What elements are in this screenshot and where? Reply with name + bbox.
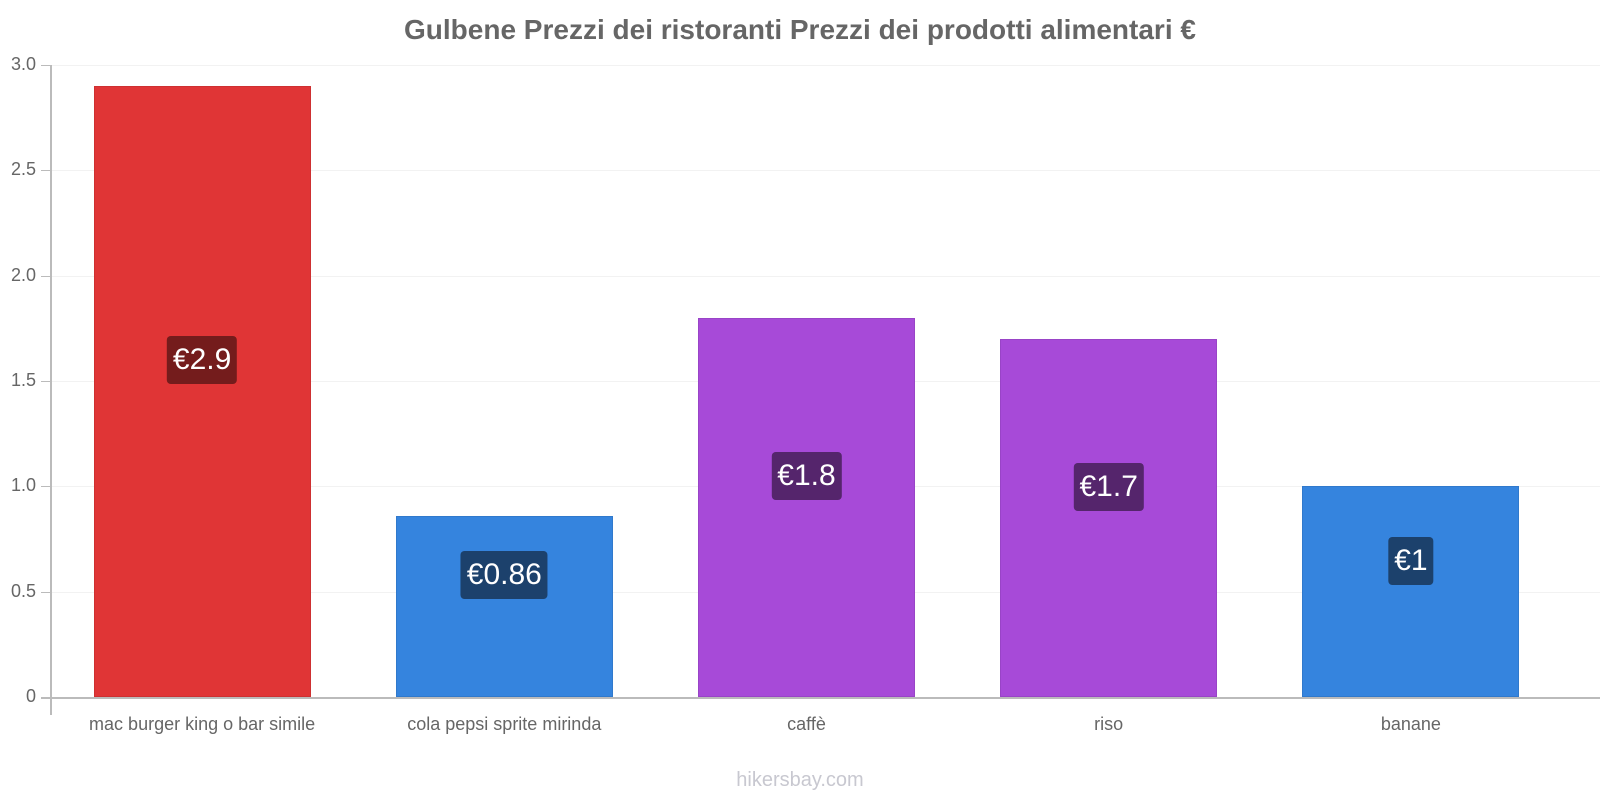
bar-5[interactable] bbox=[1302, 486, 1520, 697]
bar-1[interactable] bbox=[93, 86, 311, 697]
gridline bbox=[51, 276, 1600, 277]
y-axis bbox=[50, 65, 52, 715]
y-tick-mark bbox=[41, 170, 51, 171]
bar-4[interactable] bbox=[1000, 338, 1218, 697]
y-tick-mark bbox=[41, 276, 51, 277]
bar-value-label: €2.9 bbox=[166, 336, 238, 384]
x-tick-label: mac burger king o bar simile bbox=[89, 714, 316, 734]
y-tick-label: 0 bbox=[25, 686, 36, 706]
y-tick-label: 3.0 bbox=[10, 54, 36, 74]
y-tick-mark bbox=[41, 65, 51, 66]
bar-2[interactable] bbox=[395, 515, 613, 697]
bar-value-label: €1.7 bbox=[1073, 463, 1144, 511]
chart-title: Gulbene Prezzi dei ristoranti Prezzi dei… bbox=[404, 14, 1196, 45]
x-tick-label: caffè bbox=[787, 714, 826, 734]
y-tick-label: 0.5 bbox=[10, 581, 36, 601]
gridline bbox=[51, 170, 1600, 171]
y-tick-mark bbox=[41, 381, 51, 382]
y-tick-label: 1.5 bbox=[10, 370, 36, 390]
y-tick-label: 2.0 bbox=[10, 265, 36, 285]
y-tick-label: 1.0 bbox=[10, 475, 36, 495]
watermark: hikersbay.com bbox=[736, 769, 864, 791]
bar-value-label: €1.8 bbox=[771, 452, 842, 500]
bar-value-label: €1 bbox=[1388, 537, 1434, 585]
bar-value-label: €0.86 bbox=[460, 551, 548, 599]
x-tick-label: banane bbox=[1380, 714, 1441, 734]
x-tick-label: cola pepsi sprite mirinda bbox=[407, 714, 602, 734]
y-tick-mark bbox=[41, 592, 51, 593]
gridline bbox=[51, 65, 1600, 66]
y-tick-mark bbox=[41, 486, 51, 487]
bar-3[interactable] bbox=[698, 317, 915, 697]
y-tick-label: 2.5 bbox=[10, 159, 36, 179]
x-axis bbox=[41, 697, 1600, 699]
x-tick-label: riso bbox=[1094, 714, 1124, 734]
